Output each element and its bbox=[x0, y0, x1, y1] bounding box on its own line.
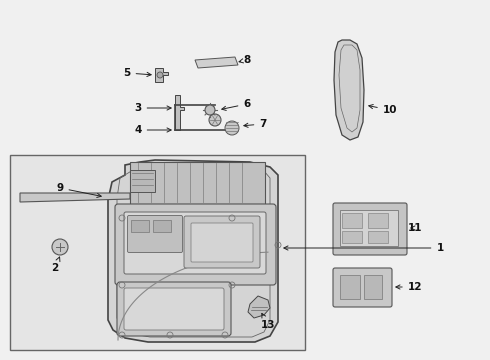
Text: 4: 4 bbox=[134, 125, 171, 135]
FancyBboxPatch shape bbox=[184, 216, 260, 268]
Bar bbox=[368, 231, 388, 243]
FancyBboxPatch shape bbox=[124, 288, 224, 330]
Circle shape bbox=[205, 105, 215, 115]
FancyBboxPatch shape bbox=[333, 268, 392, 307]
Text: 7: 7 bbox=[244, 119, 267, 129]
Circle shape bbox=[157, 72, 163, 78]
Bar bbox=[130, 170, 155, 192]
Text: 3: 3 bbox=[134, 103, 171, 113]
Circle shape bbox=[209, 114, 221, 126]
Polygon shape bbox=[155, 68, 168, 82]
Polygon shape bbox=[20, 193, 130, 202]
Bar bbox=[153, 220, 171, 232]
Bar bbox=[342, 213, 362, 228]
FancyBboxPatch shape bbox=[333, 203, 407, 255]
Text: 13: 13 bbox=[261, 314, 275, 330]
Text: 6: 6 bbox=[222, 99, 250, 111]
Polygon shape bbox=[175, 95, 184, 130]
Polygon shape bbox=[334, 40, 364, 140]
Bar bbox=[342, 231, 362, 243]
Bar bbox=[364, 275, 382, 299]
Circle shape bbox=[52, 239, 68, 255]
Circle shape bbox=[225, 121, 239, 135]
Text: 12: 12 bbox=[396, 282, 422, 292]
Polygon shape bbox=[108, 160, 278, 342]
Polygon shape bbox=[248, 296, 270, 318]
Polygon shape bbox=[195, 57, 238, 68]
Text: 11: 11 bbox=[408, 223, 422, 233]
FancyBboxPatch shape bbox=[191, 223, 253, 262]
FancyBboxPatch shape bbox=[124, 212, 266, 274]
Bar bbox=[368, 213, 388, 228]
Text: 1: 1 bbox=[284, 243, 443, 253]
Bar bbox=[131, 220, 149, 232]
FancyBboxPatch shape bbox=[115, 204, 276, 285]
Bar bbox=[340, 275, 360, 299]
FancyBboxPatch shape bbox=[117, 282, 231, 336]
Bar bbox=[340, 210, 398, 246]
Text: 5: 5 bbox=[123, 68, 151, 78]
Text: 2: 2 bbox=[51, 257, 60, 273]
FancyBboxPatch shape bbox=[127, 216, 182, 252]
Bar bbox=[130, 162, 265, 204]
Text: 10: 10 bbox=[369, 104, 397, 115]
Text: 9: 9 bbox=[56, 183, 101, 198]
Text: 8: 8 bbox=[239, 55, 250, 65]
Bar bbox=[10, 155, 305, 350]
